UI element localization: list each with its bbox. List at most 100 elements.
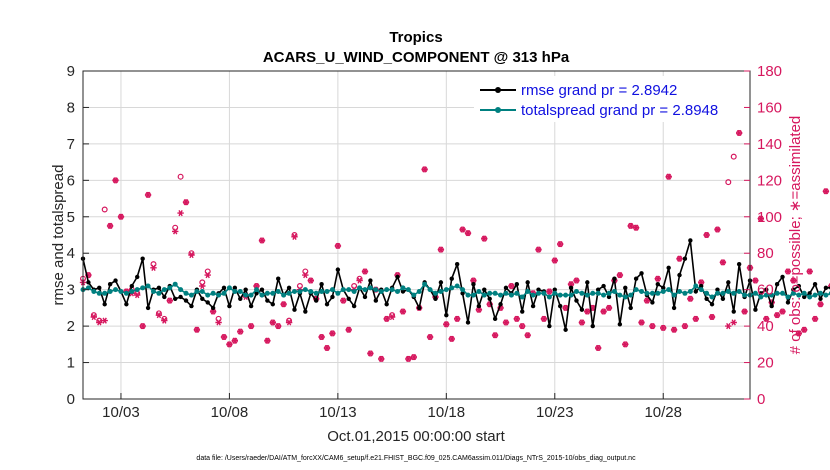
rmse-point <box>682 256 688 261</box>
rmse-point <box>124 302 129 307</box>
obs-assimilated-point <box>307 277 314 284</box>
series-layer <box>79 129 830 363</box>
obs-possible-point <box>725 179 732 186</box>
obs-assimilated-point <box>806 268 813 275</box>
obs-assimilated-point <box>578 319 586 326</box>
totalspread-point <box>216 292 222 298</box>
obs-assimilated-point <box>519 322 526 330</box>
rmse-point <box>221 285 227 291</box>
obs-assimilated-point <box>329 330 336 337</box>
y2-tick-label: 160 <box>757 99 782 116</box>
rmse-point <box>487 296 492 301</box>
legend-box <box>474 76 744 122</box>
totalspread-point <box>243 292 249 298</box>
rmse-point <box>823 285 829 291</box>
totalspread-point <box>248 292 254 298</box>
rmse-point <box>286 285 292 291</box>
obs-assimilated-point <box>361 268 369 275</box>
totalspread-point <box>590 290 596 296</box>
totalspread-point <box>172 281 178 287</box>
rmse-point <box>417 305 422 311</box>
obs-assimilated-point <box>801 326 808 333</box>
rmse-point <box>688 238 693 243</box>
obs-assimilated-point <box>356 277 363 284</box>
rmse-point <box>709 302 715 307</box>
totalspread-point <box>498 292 504 298</box>
rmse-point <box>395 274 400 280</box>
rmse-point <box>482 287 487 292</box>
totalspread-point <box>704 290 710 296</box>
totalspread-point <box>395 288 401 294</box>
rmse-point <box>232 285 238 291</box>
rmse-point <box>460 291 465 296</box>
totalspread-point <box>633 287 639 293</box>
rmse-point <box>313 298 319 303</box>
y2-tick-label: 0 <box>757 391 765 408</box>
totalspread-point <box>329 287 335 293</box>
legend-rmse-marker <box>495 87 501 93</box>
totalspread-point <box>508 292 514 298</box>
rmse-point <box>595 287 601 292</box>
totalspread-point <box>145 283 151 289</box>
rmse-point <box>520 309 525 314</box>
totalspread-point <box>622 294 628 300</box>
totalspread-point <box>357 285 363 291</box>
obs-assimilated-point <box>573 277 580 284</box>
rmse-point <box>623 285 628 291</box>
obs-assimilated-point <box>725 322 732 330</box>
totalspread-point <box>481 292 487 298</box>
rmse-point <box>698 283 704 289</box>
totalspread-point <box>259 292 265 298</box>
totalspread-point <box>270 290 276 296</box>
totalspread-point <box>275 288 281 294</box>
totalspread-point <box>264 290 270 296</box>
rmse-point <box>807 291 812 296</box>
x-tick-label: 10/03 <box>102 404 140 421</box>
totalspread-point <box>373 287 379 293</box>
totalspread-point <box>351 288 357 294</box>
totalspread-point <box>346 287 352 293</box>
totalspread-point <box>313 290 319 296</box>
rmse-point <box>183 298 189 303</box>
totalspread-point <box>156 290 162 296</box>
rmse-point <box>346 296 351 301</box>
totalspread-point <box>465 292 471 298</box>
totalspread-point <box>221 290 227 296</box>
obs-assimilated-point <box>340 297 347 304</box>
obs-assimilated-point <box>595 344 602 352</box>
rmse-point <box>791 287 796 292</box>
obs-assimilated-point <box>817 301 824 308</box>
rmse-points <box>80 238 830 332</box>
totalspread-point <box>666 287 672 293</box>
totalspread-point <box>687 288 693 294</box>
totalspread-point <box>178 287 184 293</box>
totalspread-point <box>617 292 623 298</box>
obs-assimilated-point <box>822 188 830 195</box>
totalspread-point <box>188 292 194 298</box>
totalspread-point <box>113 287 119 293</box>
obs-assimilated-point <box>247 322 255 330</box>
obs-assimilated-point <box>318 333 325 341</box>
rmse-point <box>368 278 373 283</box>
rmse-point <box>449 276 454 281</box>
obs-assimilated-point <box>291 233 298 240</box>
rmse-point <box>335 267 341 272</box>
obs-assimilated-point <box>670 326 678 333</box>
rmse-point <box>400 289 406 294</box>
totalspread-point <box>150 288 156 294</box>
obs-assimilated-point <box>90 313 97 321</box>
obs-assimilated-point <box>784 268 792 275</box>
legend-rmse-label: rmse grand pr = 2.8942 <box>521 82 677 99</box>
rmse-point <box>780 274 785 280</box>
rmse-point <box>471 282 476 287</box>
obs-assimilated-point <box>334 242 342 250</box>
y2-tick-label: 120 <box>757 172 782 189</box>
obs-assimilated-point <box>161 317 168 324</box>
y2-axis-label: # of obs: o=possible; ∗=assimilated <box>787 116 804 355</box>
totalspread-point <box>91 288 97 294</box>
rmse-point <box>677 272 682 278</box>
rmse-point <box>503 285 509 291</box>
obs-assimilated-point <box>112 177 119 184</box>
totalspread-point <box>563 292 569 298</box>
rmse-point <box>454 261 460 267</box>
